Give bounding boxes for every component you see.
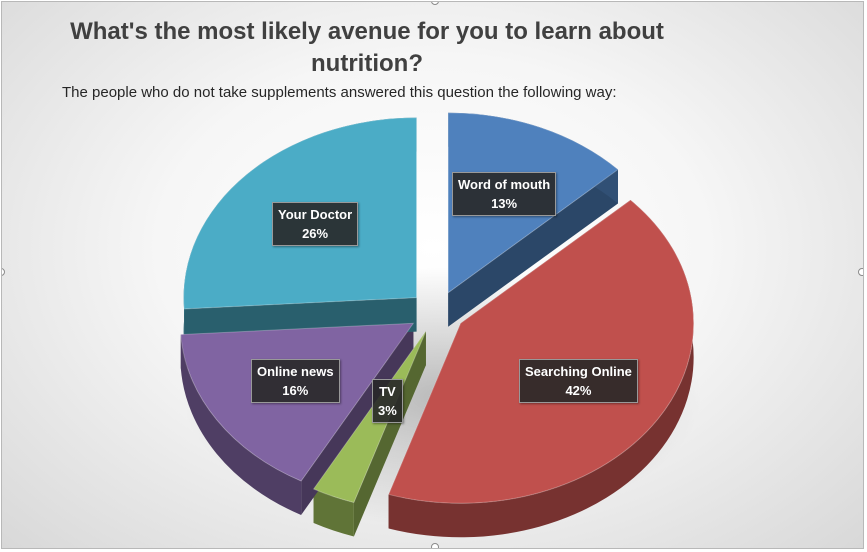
data-label-category: Online news [257,364,334,379]
data-label-value: 13% [491,196,518,211]
data-label-category: Searching Online [525,364,632,379]
data-label-tv: TV 3% [372,379,403,423]
resize-handle-right[interactable] [858,268,863,276]
slice-rim-searching-online [388,200,694,538]
data-label-category: Word of mouth [458,177,551,192]
data-label-value: 3% [378,403,397,418]
slice-rim-tv [313,489,354,537]
data-label-online-news: Online news 16% [251,359,340,403]
data-label-word-of-mouth: Word of mouth 13% [452,172,557,216]
data-label-your-doctor: Your Doctor 26% [272,202,359,246]
slice-rim-online-news [180,334,302,515]
data-label-searching-online: Searching Online 42% [519,359,638,403]
data-label-value: 16% [282,383,309,398]
data-label-value: 42% [565,383,592,398]
data-label-category: TV [379,384,396,399]
chart-subtitle: The people who do not take supplements a… [62,84,617,101]
slice-searching-online[interactable] [387,199,695,504]
data-label-category: Your Doctor [278,207,353,222]
data-label-value: 26% [302,226,329,241]
slice-side-word-of-mouth [448,169,618,327]
slice-tv[interactable] [312,330,427,504]
chart-title: What's the most likely avenue for you to… [70,18,664,77]
resize-handle-bottom[interactable] [431,543,439,548]
slice-side-online-news [301,323,414,515]
